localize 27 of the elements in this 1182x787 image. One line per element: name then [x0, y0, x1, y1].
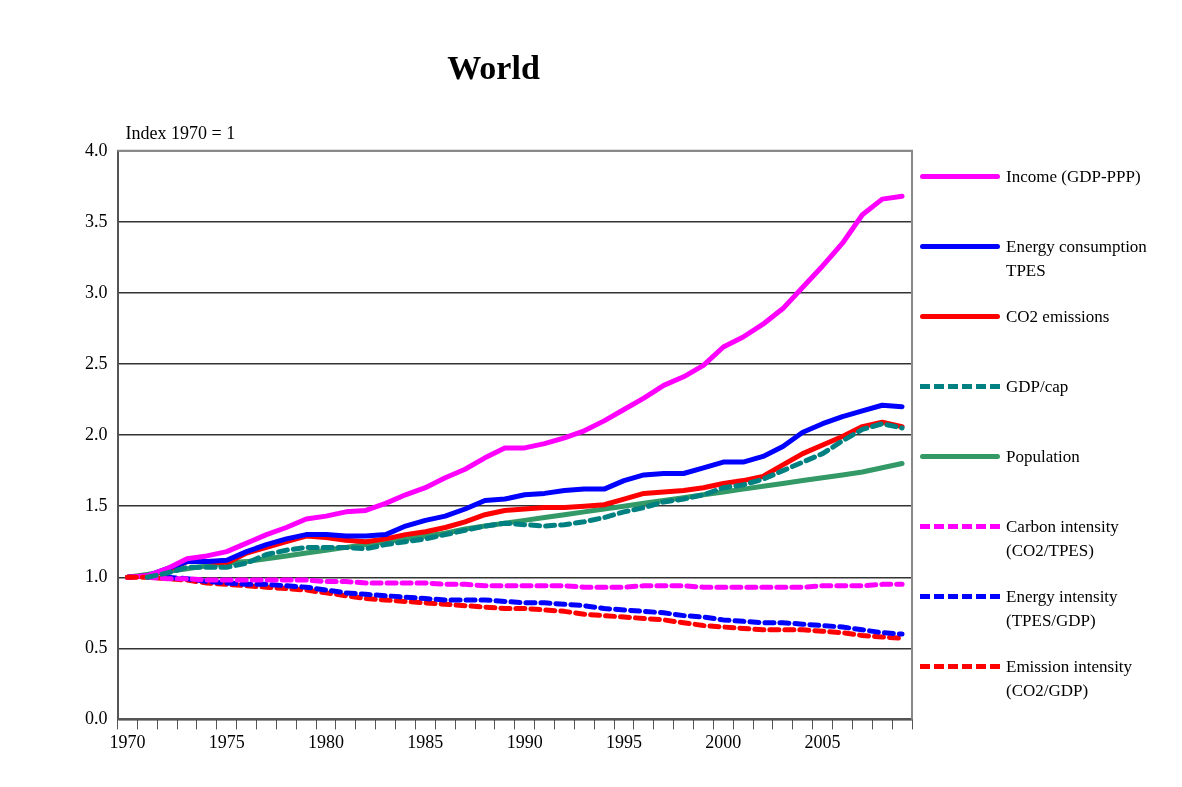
legend-label: Income (GDP-PPP) [1006, 166, 1142, 188]
x-tick-label: 1985 [407, 731, 444, 752]
y-tick-label: 3.5 [85, 210, 108, 231]
y-tick-label: 0.5 [85, 637, 108, 658]
y-tick-label: 3.0 [85, 281, 108, 302]
legend-label: GDP/cap [1006, 376, 1070, 398]
x-tick-label: 1975 [208, 731, 245, 752]
y-tick-label: 1.5 [85, 494, 108, 515]
legend-label: Emission intensity (CO2/GDP) [1006, 656, 1134, 702]
chart-title: World [447, 49, 540, 87]
y-tick-label: 0.0 [85, 708, 108, 729]
x-tick-label: 1980 [308, 731, 345, 752]
y-axis-title: Index 1970 = 1 [125, 122, 236, 143]
x-tick-label: 1995 [605, 731, 642, 752]
legend-label: CO2 emissions [1006, 306, 1111, 328]
x-tick-label: 1970 [109, 731, 146, 752]
legend-label: Population [1006, 446, 1081, 468]
legend-label: Energy intensity (TPES/GDP) [1006, 586, 1119, 632]
y-tick-label: 2.5 [85, 352, 108, 373]
y-tick-label: 2.0 [85, 423, 108, 444]
x-tick-label: 2005 [804, 731, 841, 752]
x-tick-label: 1990 [506, 731, 543, 752]
x-tick-label: 2000 [705, 731, 742, 752]
legend-label: Carbon intensity (CO2/TPES) [1006, 516, 1120, 562]
y-tick-label: 4.0 [85, 139, 108, 160]
y-tick-label: 1.0 [85, 565, 108, 586]
legend-label: Energy consumption TPES [1006, 236, 1148, 282]
